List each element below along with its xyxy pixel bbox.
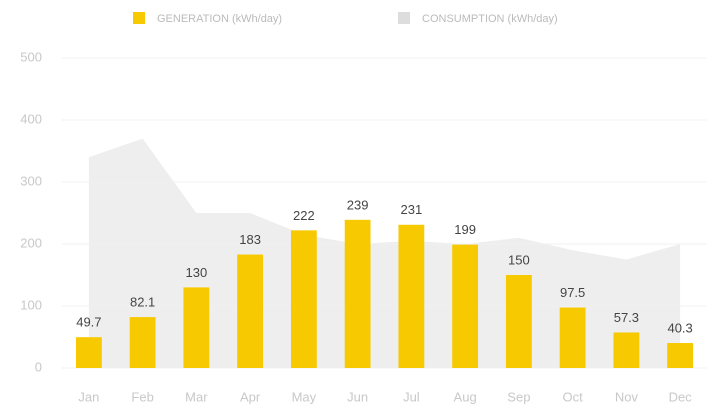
bar	[75, 337, 102, 368]
bar	[129, 317, 156, 368]
legend-swatch	[398, 12, 410, 24]
value-label: 57.3	[614, 310, 639, 325]
x-tick-label: Aug	[454, 389, 477, 404]
bar	[505, 275, 532, 368]
y-tick-label: 300	[20, 173, 42, 188]
value-label: 239	[347, 197, 369, 212]
x-tick-label: Feb	[131, 389, 153, 404]
x-tick-label: Dec	[669, 389, 693, 404]
value-label: 150	[508, 252, 530, 267]
value-label: 40.3	[667, 320, 692, 335]
x-tick-label: Sep	[507, 389, 530, 404]
y-tick-label: 200	[20, 235, 42, 250]
legend-swatch	[133, 12, 145, 24]
legend-label: CONSUMPTION (kWh/day)	[422, 13, 558, 25]
x-tick-label: Apr	[240, 389, 261, 404]
y-tick-label: 0	[35, 359, 42, 374]
x-tick-label: Jul	[403, 389, 420, 404]
value-label: 82.1	[130, 295, 155, 310]
y-tick-label: 500	[20, 49, 42, 64]
value-label: 130	[186, 265, 208, 280]
bar	[237, 254, 264, 368]
value-label: 183	[239, 232, 261, 247]
x-tick-label: Mar	[185, 389, 208, 404]
legend-label: GENERATION (kWh/day)	[157, 13, 282, 25]
bar	[344, 219, 371, 368]
value-label: 222	[293, 208, 315, 223]
bar	[398, 224, 425, 368]
value-label: 49.7	[76, 315, 101, 330]
x-tick-label: May	[292, 389, 317, 404]
value-label: 97.5	[560, 285, 585, 300]
bar	[559, 307, 586, 368]
value-label: 231	[401, 202, 423, 217]
bar	[667, 343, 694, 368]
x-tick-label: Jan	[78, 389, 99, 404]
bar	[613, 332, 640, 368]
bar	[290, 230, 317, 368]
x-tick-label: Nov	[615, 389, 639, 404]
bar	[452, 244, 479, 368]
bar	[183, 287, 210, 368]
x-tick-label: Jun	[347, 389, 368, 404]
y-tick-label: 100	[20, 297, 42, 312]
consumption-area	[88, 138, 681, 368]
y-tick-label: 400	[20, 111, 42, 126]
value-label: 199	[454, 222, 476, 237]
x-tick-label: Oct	[563, 389, 584, 404]
